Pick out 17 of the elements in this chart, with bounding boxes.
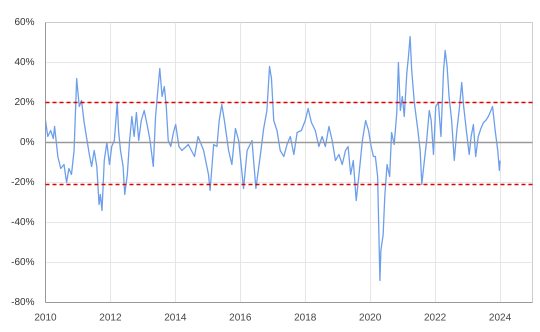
x-tick-label: 2020 bbox=[359, 312, 382, 324]
x-tick-label: 2010 bbox=[34, 312, 58, 324]
x-tick-label: 2014 bbox=[164, 312, 187, 324]
x-tick-label: 2024 bbox=[488, 312, 512, 324]
y-tick-label: -40% bbox=[11, 217, 35, 228]
y-tick-label: 40% bbox=[14, 57, 35, 68]
y-tick-label: -20% bbox=[11, 177, 35, 188]
y-tick-label: 60% bbox=[14, 17, 35, 28]
x-tick-label: 2018 bbox=[294, 312, 317, 324]
line-series bbox=[46, 36, 501, 282]
y-tick-label: 20% bbox=[14, 97, 35, 108]
y-tick-label: -80% bbox=[11, 297, 35, 308]
x-tick-label: 2022 bbox=[424, 312, 447, 324]
y-tick-label: 0% bbox=[20, 137, 35, 148]
x-tick-label: 2012 bbox=[99, 312, 122, 324]
x-tick-label: 2016 bbox=[229, 312, 252, 324]
y-tick-label: -60% bbox=[11, 257, 35, 268]
